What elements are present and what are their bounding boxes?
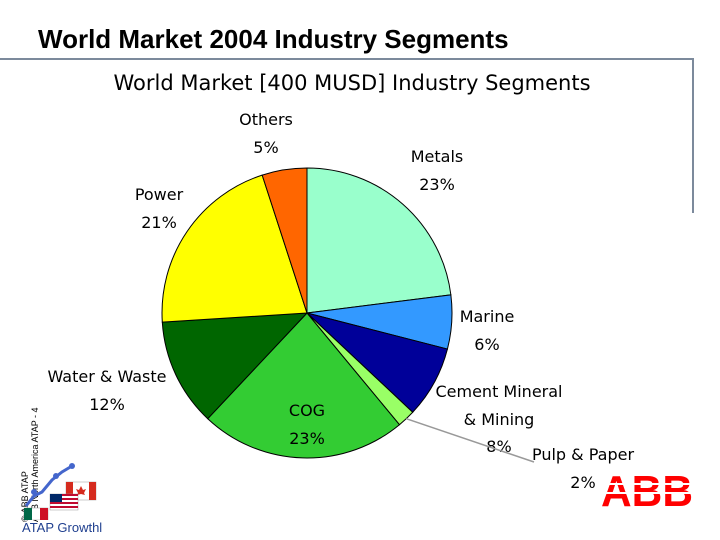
- slice-name-text: Metals: [411, 147, 464, 166]
- label-marine: Marine 6%: [460, 307, 515, 354]
- slice-value-text: 12%: [89, 395, 125, 414]
- label-power: Power 21%: [135, 185, 184, 232]
- slice-value-text: 8%: [486, 437, 511, 456]
- label-cement-mineral-and-mining: Cement Mineral & Mining 8%: [435, 382, 562, 456]
- slice-name-text: COG: [289, 401, 325, 420]
- slice-power: [161, 174, 308, 323]
- slice-name-text: Cement Mineral: [435, 382, 562, 401]
- slice-name-text: Water & Waste: [48, 367, 167, 386]
- slide-title: World Market 2004 Industry Segments: [38, 24, 509, 54]
- slice-cog: [207, 312, 401, 459]
- slice-others: [261, 167, 308, 314]
- slice-name-text: Power: [135, 185, 184, 204]
- slice-value-text: 2%: [570, 473, 595, 492]
- slice-metals: [306, 167, 452, 314]
- label-pulp-and-paper: Pulp & Paper 2%: [532, 445, 634, 492]
- chart-title: World Market [400 MUSD] Industry Segment…: [113, 71, 590, 95]
- pie-labels: Metals 23% Marine 6% Cement Mineral & Mining 8…: [48, 110, 635, 492]
- label-water-and-waste: Water & Waste 12%: [48, 367, 167, 414]
- slice-water-and-waste: [161, 312, 309, 420]
- slice-name-text: & Mining: [464, 410, 535, 429]
- label-metals: Metals 23%: [411, 147, 464, 194]
- slice-value-text: 23%: [289, 429, 325, 448]
- label-others: Others 5%: [239, 110, 293, 157]
- slice-value-text: 5%: [253, 138, 278, 157]
- slice-value-text: 21%: [141, 213, 177, 232]
- slice-name-text: Marine: [460, 307, 515, 326]
- slice-name-text: Pulp & Paper: [532, 445, 634, 464]
- svg-text:ABB: ABB: [601, 470, 693, 510]
- leader-line: [406, 417, 535, 463]
- pie-slices: [161, 167, 453, 459]
- chart-frame: [0, 58, 694, 213]
- slice-name-text: Others: [239, 110, 293, 129]
- footer-label: ATAP Growthl: [22, 520, 103, 535]
- growth-logo-graphic: [23, 463, 97, 520]
- abb-logo: ABB: [600, 470, 694, 510]
- label-cog: COG 23%: [289, 401, 325, 448]
- slice-value-text: 6%: [474, 335, 499, 354]
- slice-value-text: 23%: [419, 175, 455, 194]
